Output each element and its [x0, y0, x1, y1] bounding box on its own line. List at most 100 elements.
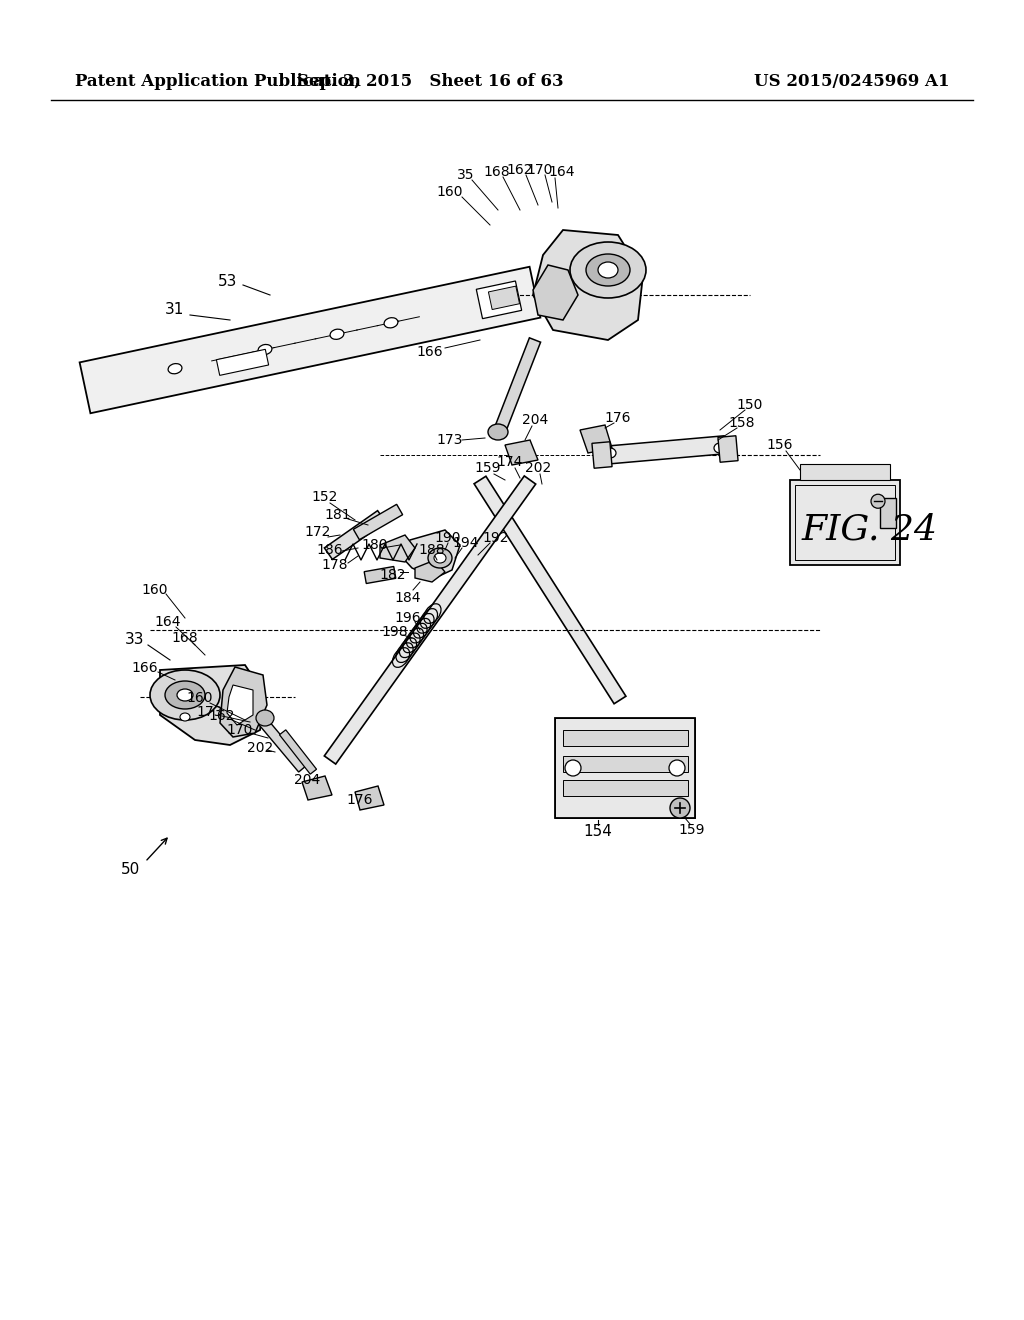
Polygon shape: [325, 511, 386, 560]
Text: 158: 158: [729, 416, 756, 430]
Polygon shape: [505, 440, 538, 465]
Ellipse shape: [570, 242, 646, 298]
Ellipse shape: [604, 447, 616, 458]
Text: 160: 160: [437, 185, 463, 199]
Polygon shape: [604, 436, 726, 465]
Polygon shape: [488, 286, 519, 310]
Polygon shape: [800, 465, 890, 480]
Text: 186: 186: [316, 543, 343, 557]
Polygon shape: [880, 498, 896, 528]
Text: 182: 182: [380, 568, 407, 582]
Text: 31: 31: [165, 302, 184, 318]
Text: 204: 204: [294, 774, 321, 787]
Text: 181: 181: [325, 508, 351, 521]
Polygon shape: [227, 685, 253, 725]
Text: 173: 173: [197, 705, 223, 719]
Text: 178: 178: [322, 558, 348, 572]
Polygon shape: [216, 350, 268, 375]
Text: 190: 190: [435, 531, 461, 545]
Text: 164: 164: [549, 165, 575, 180]
Ellipse shape: [434, 553, 446, 564]
Text: 164: 164: [155, 615, 181, 630]
Ellipse shape: [586, 253, 630, 286]
Ellipse shape: [669, 760, 685, 776]
Text: 159: 159: [679, 822, 706, 837]
Polygon shape: [355, 785, 384, 810]
Text: 53: 53: [218, 275, 238, 289]
Polygon shape: [380, 535, 415, 562]
Text: 172: 172: [305, 525, 331, 539]
Text: 35: 35: [458, 168, 475, 182]
Text: 166: 166: [417, 345, 443, 359]
Text: 159: 159: [475, 461, 502, 475]
Text: 176: 176: [347, 793, 374, 807]
Ellipse shape: [256, 710, 274, 726]
Ellipse shape: [428, 548, 452, 568]
Text: 198: 198: [382, 624, 409, 639]
Text: 170: 170: [526, 162, 553, 177]
Polygon shape: [562, 780, 687, 796]
Polygon shape: [80, 267, 541, 413]
Text: 202: 202: [247, 741, 273, 755]
Polygon shape: [534, 265, 578, 319]
Text: 50: 50: [121, 862, 139, 878]
Ellipse shape: [177, 689, 193, 701]
Ellipse shape: [565, 760, 581, 776]
Polygon shape: [592, 442, 612, 469]
Polygon shape: [718, 436, 738, 462]
Polygon shape: [325, 477, 536, 764]
Ellipse shape: [168, 363, 182, 374]
Text: Patent Application Publication: Patent Application Publication: [75, 74, 360, 91]
Text: 166: 166: [132, 661, 159, 675]
Polygon shape: [476, 281, 521, 318]
Polygon shape: [220, 667, 267, 737]
Text: 33: 33: [125, 632, 144, 648]
Text: 202: 202: [525, 461, 551, 475]
Polygon shape: [562, 730, 687, 746]
Text: FIG. 24: FIG. 24: [802, 513, 938, 546]
Text: 156: 156: [767, 438, 794, 451]
Text: 194: 194: [453, 536, 479, 550]
Ellipse shape: [871, 494, 885, 508]
Text: 184: 184: [394, 591, 421, 605]
Text: 168: 168: [483, 165, 510, 180]
Text: 174: 174: [497, 455, 523, 469]
Polygon shape: [365, 566, 396, 583]
Polygon shape: [580, 425, 612, 453]
Text: 150: 150: [737, 399, 763, 412]
Ellipse shape: [670, 799, 690, 818]
Ellipse shape: [165, 681, 205, 709]
Text: 173: 173: [437, 433, 463, 447]
Text: Sep. 3, 2015   Sheet 16 of 63: Sep. 3, 2015 Sheet 16 of 63: [297, 74, 563, 91]
Text: 152: 152: [312, 490, 338, 504]
Polygon shape: [562, 756, 687, 772]
Polygon shape: [280, 730, 316, 774]
Ellipse shape: [180, 713, 190, 721]
Polygon shape: [495, 338, 541, 432]
Text: 196: 196: [394, 611, 421, 624]
Polygon shape: [400, 531, 460, 578]
Text: 188: 188: [419, 543, 445, 557]
Text: 160: 160: [141, 583, 168, 597]
Ellipse shape: [488, 424, 508, 440]
Polygon shape: [353, 504, 402, 540]
Polygon shape: [474, 477, 626, 704]
Ellipse shape: [330, 329, 344, 339]
Polygon shape: [415, 560, 445, 582]
Text: 168: 168: [172, 631, 199, 645]
Polygon shape: [254, 711, 306, 772]
Polygon shape: [160, 665, 265, 744]
Text: 176: 176: [605, 411, 631, 425]
Polygon shape: [790, 480, 900, 565]
Text: 162: 162: [209, 709, 236, 723]
Ellipse shape: [598, 261, 618, 279]
Text: 160: 160: [186, 690, 213, 705]
Polygon shape: [555, 718, 695, 818]
Text: 154: 154: [584, 825, 612, 840]
Ellipse shape: [384, 318, 398, 327]
Polygon shape: [534, 230, 643, 341]
Text: US 2015/0245969 A1: US 2015/0245969 A1: [755, 74, 950, 91]
Text: 204: 204: [522, 413, 548, 426]
Ellipse shape: [258, 345, 272, 355]
Text: 162: 162: [507, 162, 534, 177]
